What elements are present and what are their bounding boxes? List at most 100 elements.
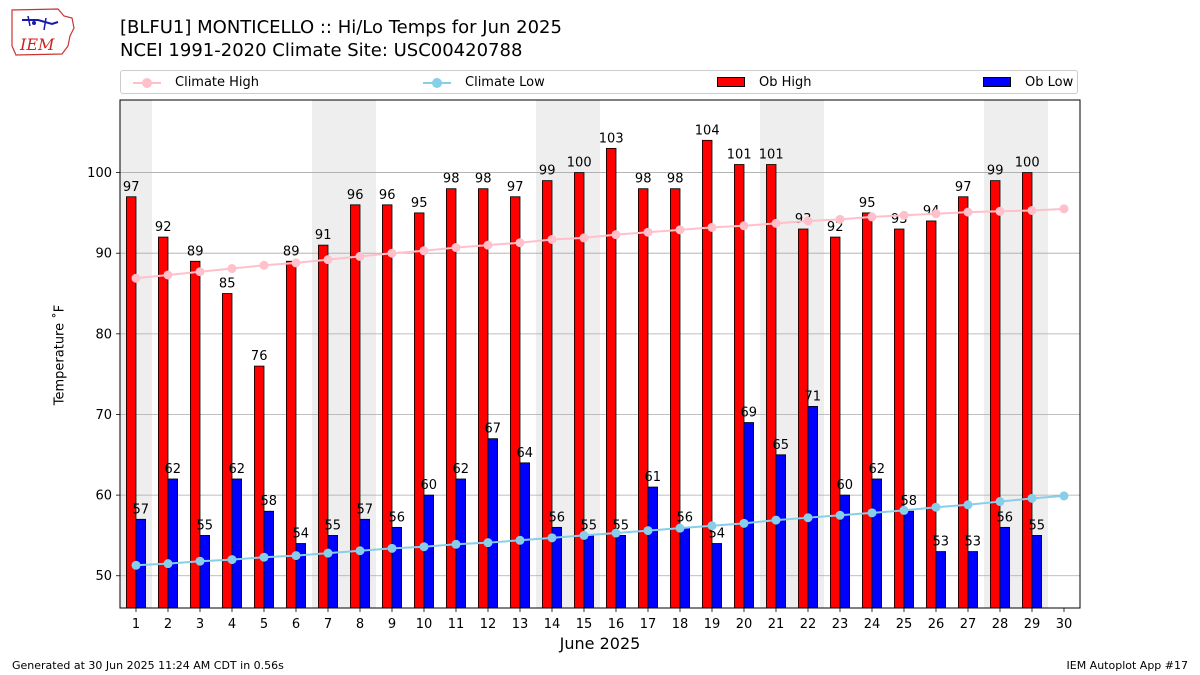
ob-low-bar <box>839 494 851 608</box>
ob-low-label: 61 <box>645 470 662 485</box>
ob-high-label: 99 <box>987 164 1004 179</box>
ob-high-label: 91 <box>315 228 332 243</box>
climate-low-point <box>387 543 397 553</box>
ob-high-label: 85 <box>219 277 236 292</box>
ob-low-label: 55 <box>581 518 598 533</box>
iem-logo-text: IEM <box>19 35 55 54</box>
climate-low-point <box>163 559 173 569</box>
x-tick-label: 14 <box>544 617 561 632</box>
climate-high-point <box>291 258 301 268</box>
ob-low-label: 65 <box>773 438 790 453</box>
ob-high-bar <box>926 220 937 608</box>
x-tick-label: 16 <box>608 617 625 632</box>
y-tick-label: 100 <box>87 166 112 181</box>
ob-low-label: 62 <box>453 462 470 477</box>
ob-high-bar <box>958 196 969 608</box>
ob-high-bar <box>253 365 265 608</box>
climate-high-point <box>227 264 237 274</box>
plot-frame <box>119 99 1081 609</box>
ob-low-label: 69 <box>741 406 758 421</box>
ob-low-label: 54 <box>293 526 310 541</box>
climate-high-point <box>355 251 365 261</box>
ob-high-bar <box>670 188 681 608</box>
ob-low-label: 62 <box>229 462 246 477</box>
ob-low-label: 53 <box>965 535 982 550</box>
ob-high-bar <box>1022 172 1033 608</box>
climate-high-line <box>135 207 1065 280</box>
climate-high-point <box>707 222 717 232</box>
climate-high-point <box>419 246 429 256</box>
x-tick-label: 22 <box>800 617 817 632</box>
climate-high-point <box>899 210 909 220</box>
ob-high-bar <box>126 196 137 608</box>
climate-low-point <box>643 526 653 536</box>
ob-high-label: 92 <box>155 220 172 235</box>
ob-high-label: 89 <box>283 244 300 259</box>
ob-high-label: 100 <box>1015 156 1040 171</box>
ob-low-bar <box>391 526 403 608</box>
x-tick-label: 6 <box>292 617 300 632</box>
ob-low-label: 62 <box>869 462 886 477</box>
climate-low-point <box>259 552 269 562</box>
x-tick-label: 23 <box>832 617 849 632</box>
x-tick-label: 10 <box>416 617 433 632</box>
ob-high-bar <box>990 180 1001 608</box>
ob-low-bar <box>1031 535 1043 608</box>
climate-low-point <box>963 500 973 510</box>
ob-high-label: 101 <box>759 148 784 163</box>
x-tick-label: 5 <box>260 617 268 632</box>
ob-high-bar <box>189 260 201 608</box>
autoplot-app-label: IEM Autoplot App #17 <box>1066 659 1189 672</box>
ob-high-label: 99 <box>539 164 556 179</box>
x-tick-label: 3 <box>196 617 204 632</box>
climate-high-point <box>259 260 269 270</box>
climate-high-point <box>643 227 653 237</box>
x-tick-label: 1 <box>132 617 140 632</box>
x-tick-label: 27 <box>960 617 977 632</box>
climate-low-point <box>899 505 909 515</box>
x-tick-label: 26 <box>928 617 945 632</box>
iem-logo: IEM <box>11 8 75 56</box>
ob-high-bar <box>413 212 425 608</box>
ob-low-label: 64 <box>517 446 534 461</box>
ob-high-bar <box>157 236 169 608</box>
climate-high-point <box>163 270 173 280</box>
legend-ob-low-label: Ob Low <box>1025 75 1074 90</box>
ob-low-label: 53 <box>933 535 950 550</box>
climate-low-point <box>995 497 1005 507</box>
ob-low-label: 55 <box>1029 518 1046 533</box>
ob-high-bar <box>862 212 873 608</box>
ob-high-bar <box>734 164 745 608</box>
x-tick-label: 11 <box>448 617 465 632</box>
ob-high-bar <box>221 293 233 608</box>
ob-low-label: 60 <box>421 478 438 493</box>
ob-low-bar <box>359 518 371 608</box>
climate-low-point <box>771 515 781 525</box>
climate-low-point <box>675 523 685 533</box>
ob-high-bar <box>606 147 617 608</box>
climate-high-point <box>995 206 1005 216</box>
ob-high-bar <box>830 236 841 608</box>
ob-high-label: 101 <box>727 148 752 163</box>
x-tick-label: 2 <box>164 617 172 632</box>
y-tick-label: 80 <box>95 327 112 342</box>
ob-high-bar <box>542 180 553 608</box>
climate-high-point <box>579 233 589 243</box>
ob-high-label: 92 <box>827 220 844 235</box>
chart-legend: Climate High Climate Low Ob High Ob Low <box>120 70 1078 94</box>
legend-climate-low-label: Climate Low <box>465 75 545 90</box>
climate-high-point <box>963 207 973 217</box>
y-axis-label: Temperature ˚F <box>52 304 68 406</box>
climate-low-point <box>1059 491 1069 501</box>
climate-low-point <box>451 539 461 549</box>
ob-low-label: 54 <box>709 526 726 541</box>
climate-low-point <box>1027 493 1037 503</box>
y-tick-label: 50 <box>95 569 112 584</box>
climate-high-point <box>739 221 749 231</box>
ob-high-label: 97 <box>955 180 972 195</box>
ob-high-label: 97 <box>123 180 140 195</box>
ob-low-bar <box>583 535 595 608</box>
ob-low-bar <box>327 535 339 608</box>
ob-low-bar <box>711 543 723 608</box>
